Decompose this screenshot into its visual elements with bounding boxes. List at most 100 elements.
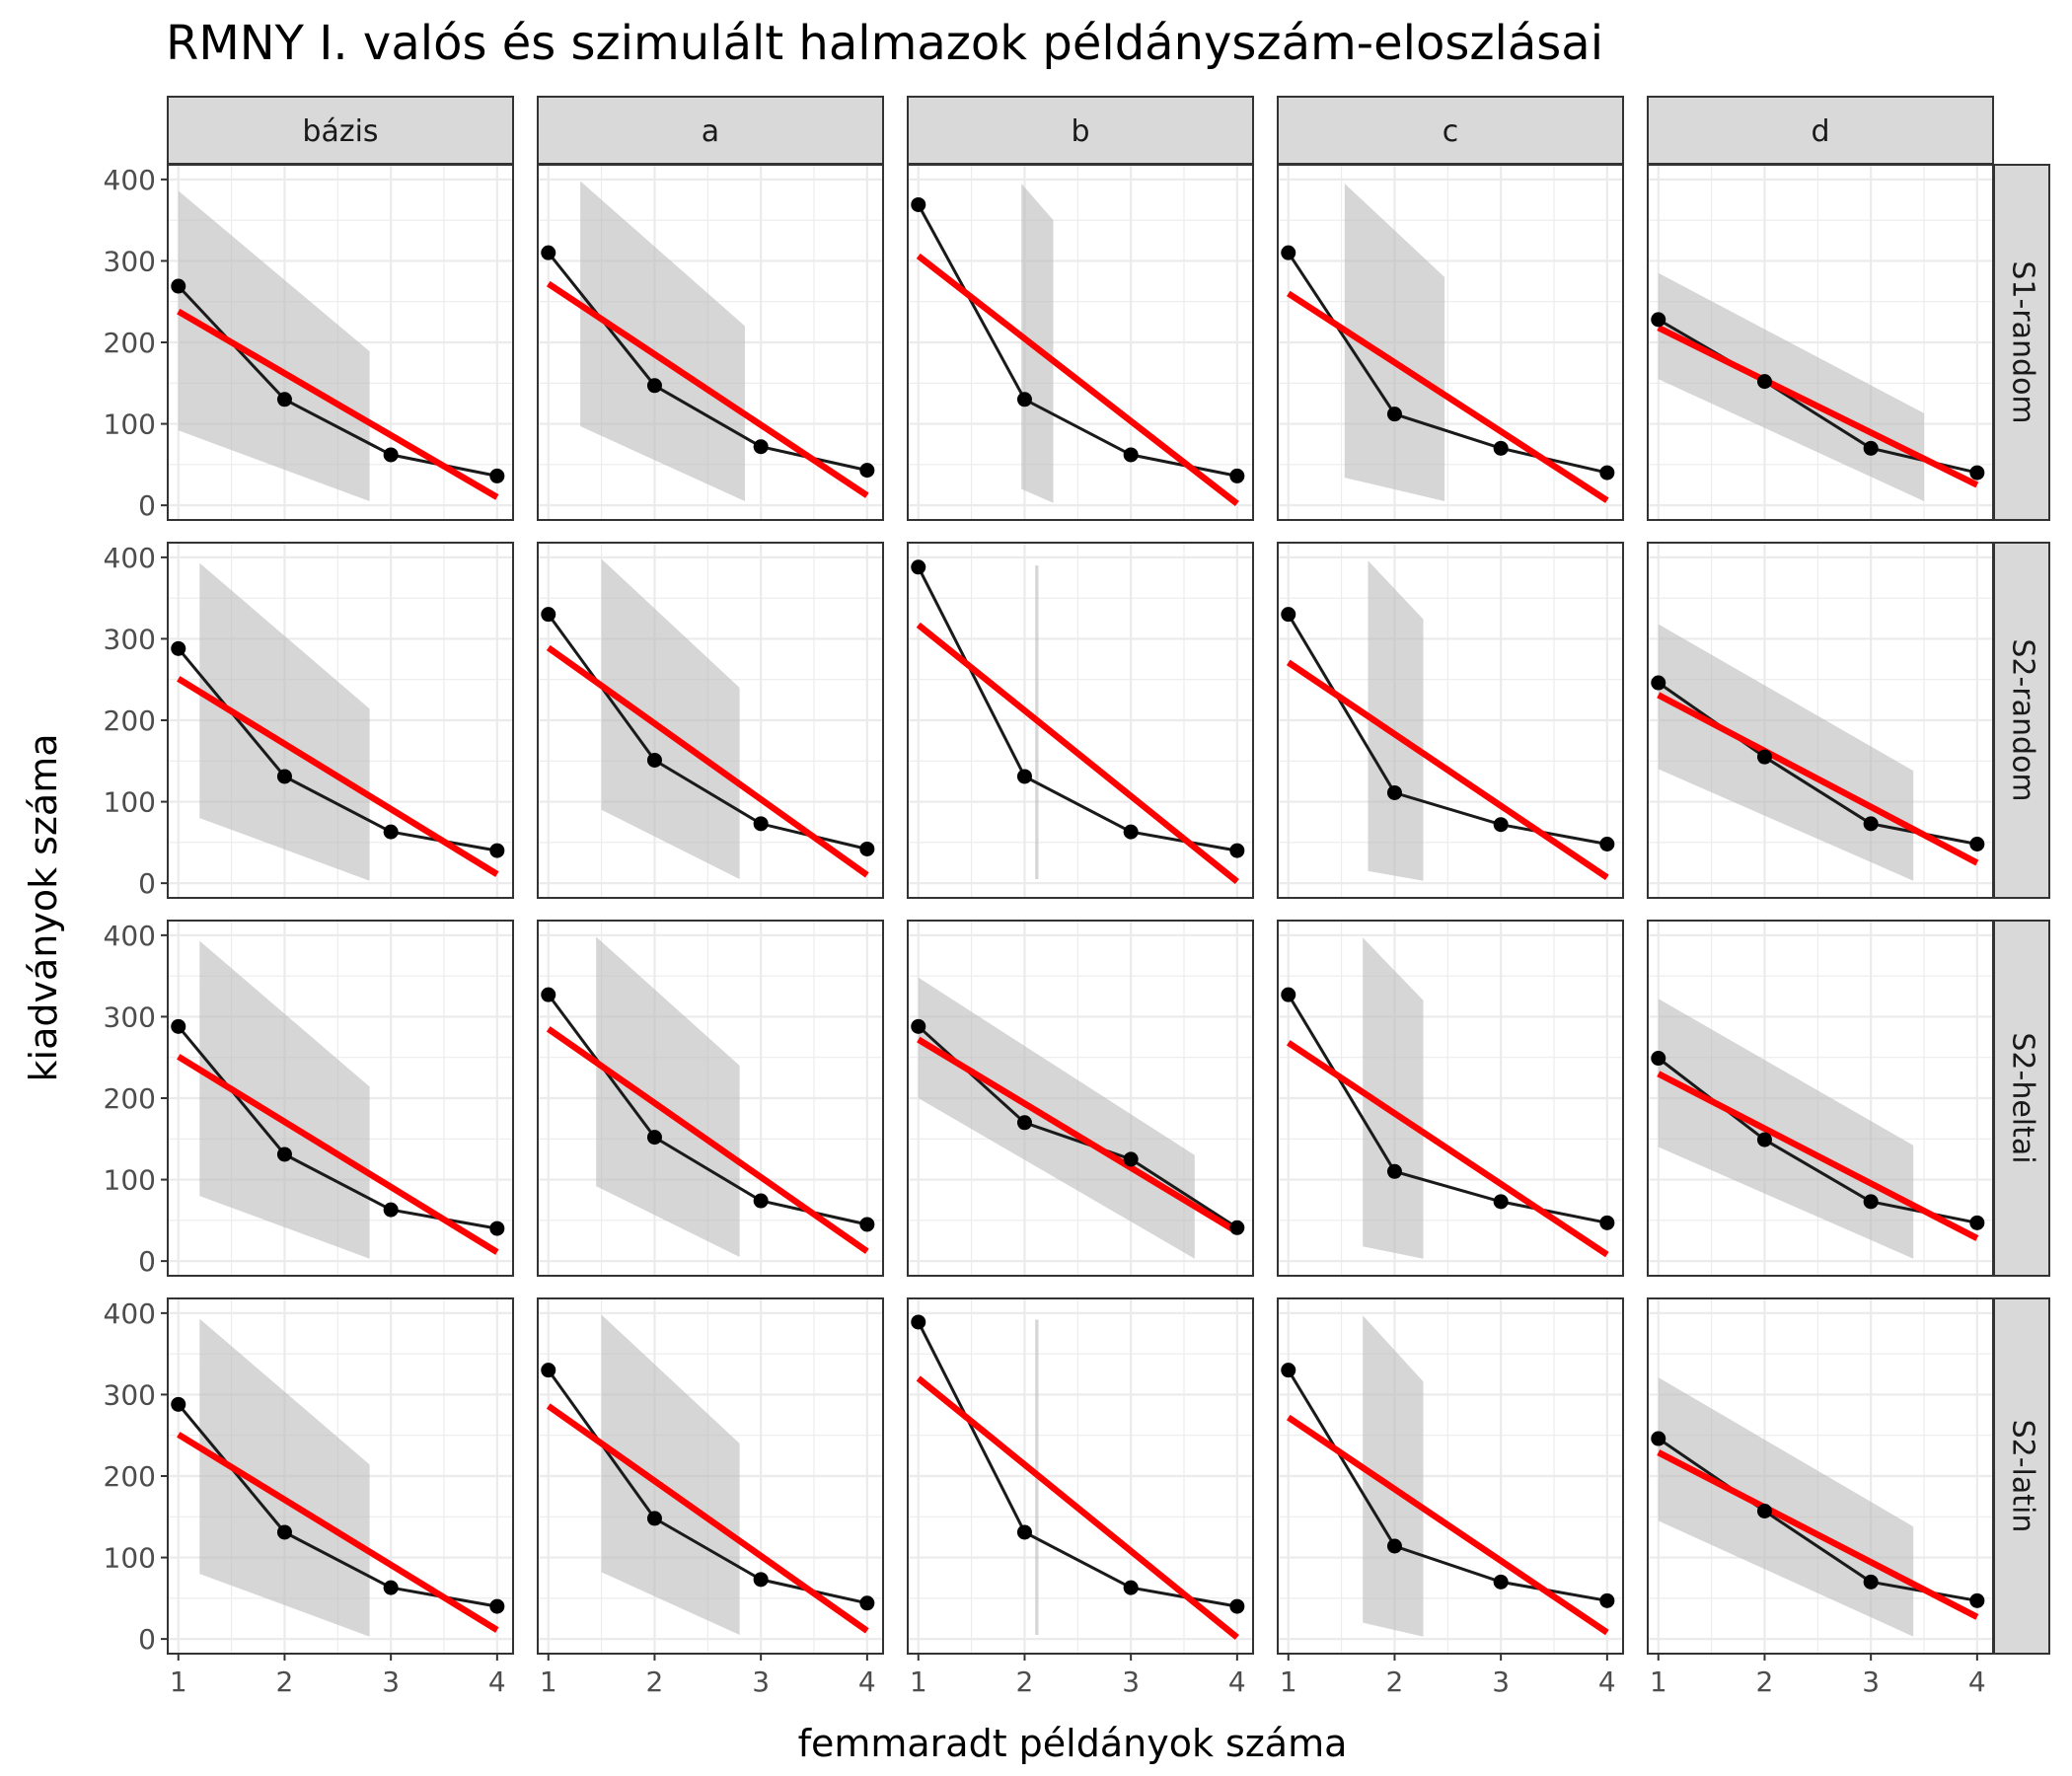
row-strip-s2-latin: S2-latin — [1993, 1297, 2050, 1655]
data-point — [1756, 374, 1772, 390]
x-tick-label: 3 — [1492, 1665, 1510, 1698]
confidence-band — [596, 936, 740, 1257]
panel-border — [907, 920, 1254, 1277]
confidence-band — [199, 1318, 370, 1637]
column-strip-label: a — [702, 114, 719, 149]
confidence-band — [1363, 1315, 1424, 1637]
series-line — [1287, 1369, 1608, 1602]
data-point — [171, 1018, 186, 1034]
panel-border — [1647, 164, 1994, 521]
data-point — [1493, 440, 1509, 456]
data-point — [1229, 1220, 1245, 1235]
regression-line — [916, 253, 1239, 507]
row-strip-label: S2-heltai — [2006, 1032, 2040, 1163]
data-point — [1969, 1592, 1985, 1608]
data-point — [753, 1572, 769, 1588]
regression-line — [1286, 1040, 1609, 1258]
panel-s2-random-d — [1647, 542, 1994, 899]
y-tick-label: 100 — [104, 408, 156, 441]
data-point — [646, 1130, 662, 1146]
column-strip-b: b — [907, 96, 1254, 165]
data-point — [489, 843, 505, 858]
column-strip-label: b — [1071, 114, 1089, 149]
panel-s2-heltai-c — [1277, 920, 1624, 1277]
data-point — [1969, 465, 1985, 481]
panel-border — [1647, 920, 1994, 1277]
data-point — [1386, 1538, 1402, 1554]
panel-border — [907, 542, 1254, 899]
regression-line — [1286, 659, 1609, 881]
data-point — [1651, 1431, 1666, 1446]
x-tick-label: 1 — [910, 1665, 927, 1698]
data-point — [1599, 1592, 1615, 1608]
data-point — [489, 468, 505, 483]
data-point — [489, 1598, 505, 1614]
panel-s2-heltai-b — [907, 920, 1254, 1277]
data-point — [753, 816, 769, 832]
panel-border — [1647, 542, 1994, 899]
data-point — [1229, 1598, 1245, 1614]
y-tick-label: 0 — [138, 489, 156, 522]
series-line — [1287, 994, 1608, 1224]
row-strip-s2-heltai: S2-heltai — [1993, 920, 2050, 1277]
x-tick-label: 1 — [170, 1665, 187, 1698]
confidence-band — [1658, 999, 1914, 1259]
y-tick-label: 0 — [138, 1623, 156, 1656]
panel-s2-heltai-a — [537, 920, 884, 1277]
regression-line — [177, 1432, 499, 1633]
data-point — [171, 640, 186, 656]
regression-line — [546, 280, 869, 498]
regression-line — [1657, 325, 1979, 488]
panel-border — [907, 1297, 1254, 1655]
data-point — [753, 439, 769, 455]
y-tick-label: 400 — [104, 1297, 156, 1330]
x-tick-label: 2 — [646, 1665, 664, 1698]
regression-line — [546, 644, 869, 878]
x-tick-label: 4 — [1598, 1665, 1616, 1698]
y-tick-label: 0 — [138, 867, 156, 900]
x-tick-label: 2 — [1016, 1665, 1034, 1698]
data-point — [1756, 749, 1772, 765]
row-strip-bg — [1993, 542, 2050, 899]
y-tick-label: 300 — [104, 245, 156, 277]
data-point — [1281, 245, 1296, 260]
row-strip-label: S1-random — [2006, 260, 2040, 423]
panel-s1-random-a — [537, 164, 884, 521]
data-point — [1493, 817, 1509, 833]
confidence-band — [1658, 1377, 1914, 1637]
data-point — [276, 1524, 292, 1540]
confidence-band — [178, 190, 370, 501]
confidence-band — [1658, 272, 1924, 501]
confidence-band — [601, 1314, 740, 1635]
data-point — [1863, 816, 1879, 832]
y-tick-label: 200 — [104, 704, 156, 737]
y-tick-label: 200 — [104, 1082, 156, 1115]
panel-s2-latin-d: 1 2 3 4 — [1647, 1297, 1994, 1698]
data-point — [1281, 1363, 1296, 1378]
regression-line — [1657, 1071, 1979, 1241]
data-point — [911, 196, 926, 212]
panel-grid — [538, 1298, 883, 1654]
regression-line — [546, 1403, 869, 1634]
panel-s2-heltai-d — [1647, 920, 1994, 1277]
data-point — [1493, 1194, 1509, 1210]
data-point — [753, 1193, 769, 1209]
data-point — [541, 607, 556, 623]
data-point — [911, 559, 926, 575]
y-tick-label: 300 — [104, 1000, 156, 1033]
x-tick-label: 1 — [1650, 1665, 1667, 1698]
confidence-band — [199, 940, 370, 1259]
regression-line — [1286, 1414, 1609, 1636]
x-tick-label: 4 — [1228, 1665, 1246, 1698]
data-point — [1016, 392, 1032, 407]
data-point — [383, 1580, 399, 1595]
confidence-band — [601, 558, 740, 879]
column-strip-bázis: bázis — [167, 96, 514, 165]
column-strip-bg — [1277, 96, 1624, 165]
y-tick-label: 300 — [104, 623, 156, 655]
data-point — [859, 463, 875, 479]
column-strip-c: c — [1277, 96, 1624, 165]
x-tick-label: 1 — [1280, 1665, 1297, 1698]
column-strip-bg — [907, 96, 1254, 165]
panel-s1-random-b — [907, 164, 1254, 521]
